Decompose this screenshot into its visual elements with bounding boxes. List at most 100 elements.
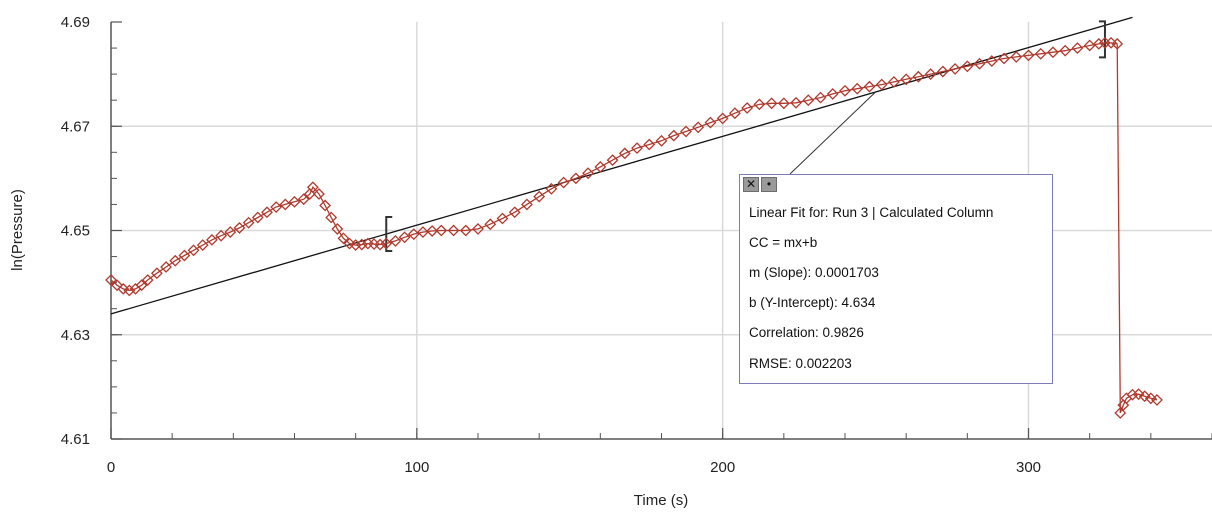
data-point <box>261 206 273 219</box>
fit-equation: CC = mx+b <box>749 235 818 250</box>
data-point <box>224 226 237 238</box>
data-point <box>594 160 607 173</box>
data-point <box>900 73 913 86</box>
data-point <box>374 238 387 251</box>
data-point <box>545 182 558 195</box>
data-point <box>169 254 182 267</box>
data-point <box>655 134 668 147</box>
data-point <box>973 57 986 70</box>
data-point <box>325 211 338 224</box>
y-tick-label: 4.69 <box>61 14 90 31</box>
data-point <box>631 142 643 155</box>
data-point <box>135 279 148 292</box>
data-point <box>496 212 509 225</box>
y-tick-label: 4.67 <box>61 118 90 135</box>
data-point <box>753 98 766 111</box>
y-tick-label: 4.63 <box>61 327 90 344</box>
x-axis-title: Time (s) <box>634 492 688 509</box>
axes <box>110 22 1212 440</box>
data-point <box>985 55 998 68</box>
data-point <box>863 80 876 93</box>
data-point <box>936 65 949 78</box>
data-point <box>1034 47 1047 60</box>
data-point <box>1126 388 1139 401</box>
data-point <box>1151 393 1163 406</box>
x-tick-label: 300 <box>1016 459 1041 476</box>
data-point <box>961 60 974 73</box>
selection-bracket-start <box>385 216 393 253</box>
x-tick-label: 200 <box>710 459 735 476</box>
linear-fit-info-box[interactable]: ✕ • Linear Fit for: Run 3 | Calculated C… <box>739 174 1053 384</box>
data-point <box>355 238 368 251</box>
data-point <box>680 125 692 138</box>
data-point <box>1083 39 1096 52</box>
data-series <box>105 36 1163 419</box>
data-point <box>875 78 888 91</box>
data-point <box>319 199 332 212</box>
menu-icon[interactable]: • <box>761 177 777 192</box>
data-point <box>814 91 827 104</box>
data-point <box>215 229 228 242</box>
data-point <box>233 221 246 234</box>
data-point <box>111 279 124 292</box>
data-point <box>839 84 851 97</box>
data-point <box>242 216 255 229</box>
data-point <box>765 97 778 110</box>
data-point <box>1144 392 1157 405</box>
data-point <box>998 52 1010 65</box>
data-point <box>802 94 815 107</box>
data-point <box>123 284 136 297</box>
data-point <box>521 198 533 211</box>
fit-title: Linear Fit for: Run 3 | Calculated Colum… <box>749 205 994 220</box>
data-point <box>279 198 292 211</box>
data-point <box>790 96 802 109</box>
data-point <box>667 129 680 142</box>
data-point <box>337 232 350 245</box>
data-point <box>826 88 839 100</box>
x-tick-label: 0 <box>107 459 115 476</box>
data-point <box>313 188 325 200</box>
data-point <box>105 274 117 286</box>
data-point <box>777 97 790 110</box>
data-point <box>533 190 546 203</box>
close-icon[interactable]: ✕ <box>743 177 759 192</box>
data-point <box>704 116 717 129</box>
data-point <box>741 102 754 114</box>
data-point <box>1111 37 1124 50</box>
data-point <box>407 228 420 241</box>
data-point <box>1071 42 1084 54</box>
data-point <box>187 244 200 257</box>
data-point <box>459 224 472 237</box>
data-line <box>110 42 1158 414</box>
data-point <box>569 172 582 185</box>
data-point <box>692 121 705 134</box>
data-point <box>949 62 962 75</box>
data-point <box>435 224 448 237</box>
data-point <box>206 233 218 246</box>
data-point <box>331 223 344 235</box>
data-point <box>389 235 402 247</box>
data-point <box>716 112 729 125</box>
data-point <box>582 167 595 180</box>
data-point <box>150 267 163 280</box>
data-point <box>924 68 937 81</box>
data-point <box>306 181 319 194</box>
data-point <box>1022 49 1035 62</box>
data-point <box>417 226 429 238</box>
data-point <box>557 176 570 189</box>
data-point <box>1092 37 1105 50</box>
data-point <box>196 239 209 252</box>
data-point <box>606 154 619 167</box>
data-point <box>912 70 925 83</box>
data-point <box>1138 390 1151 403</box>
fit-correlation: Correlation: 0.9826 <box>749 325 864 340</box>
data-point <box>117 282 130 295</box>
data-point <box>349 239 362 252</box>
fit-intercept: b (Y-Intercept): 4.634 <box>749 295 876 310</box>
fit-slope: m (Slope): 0.0001703 <box>749 265 879 280</box>
data-point <box>426 225 439 237</box>
data-point <box>728 107 741 120</box>
data-point <box>1059 44 1072 57</box>
x-tick-label: 100 <box>404 459 429 476</box>
